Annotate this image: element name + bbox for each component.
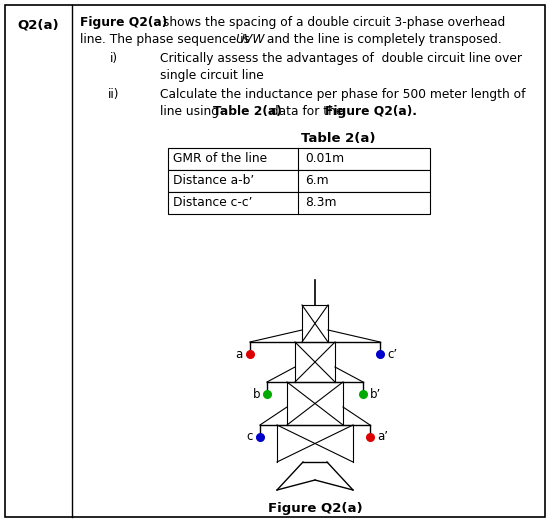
- Text: b’: b’: [370, 387, 381, 400]
- Text: Figure Q2(a).: Figure Q2(a).: [325, 105, 417, 118]
- Text: line using: line using: [160, 105, 223, 118]
- Text: Figure Q2(a): Figure Q2(a): [80, 16, 167, 29]
- Text: single circuit line: single circuit line: [160, 69, 264, 82]
- Text: Figure Q2(a): Figure Q2(a): [268, 502, 362, 515]
- Text: GMR of the line: GMR of the line: [173, 152, 267, 165]
- Text: c: c: [246, 431, 253, 444]
- Text: and the line is completely transposed.: and the line is completely transposed.: [263, 33, 502, 46]
- Text: ii): ii): [108, 88, 119, 101]
- Text: b: b: [252, 387, 260, 400]
- Text: Table 2(a): Table 2(a): [213, 105, 282, 118]
- Text: line. The phase sequence is: line. The phase sequence is: [80, 33, 254, 46]
- Text: 8.3m: 8.3m: [305, 196, 337, 209]
- Bar: [168, 170, 430, 192]
- Text: Q2(a): Q2(a): [17, 18, 59, 31]
- Text: a: a: [236, 348, 243, 361]
- Text: 0.01m: 0.01m: [305, 152, 344, 165]
- Text: Distance a-b’: Distance a-b’: [173, 174, 254, 187]
- Text: shows the spacing of a double circuit 3-phase overhead: shows the spacing of a double circuit 3-…: [159, 16, 505, 29]
- Text: a’: a’: [377, 431, 388, 444]
- Text: i): i): [110, 52, 118, 65]
- Bar: [168, 148, 430, 170]
- Text: Critically assess the advantages of  double circuit line over: Critically assess the advantages of doub…: [160, 52, 522, 65]
- Text: data for the: data for the: [267, 105, 347, 118]
- Text: UVW: UVW: [235, 33, 265, 46]
- Bar: [168, 192, 430, 214]
- Text: Table 2(a): Table 2(a): [301, 132, 376, 145]
- Text: Calculate the inductance per phase for 500 meter length of: Calculate the inductance per phase for 5…: [160, 88, 525, 101]
- Text: c’: c’: [387, 348, 397, 361]
- Text: 6.m: 6.m: [305, 174, 329, 187]
- Text: Distance c-c’: Distance c-c’: [173, 196, 252, 209]
